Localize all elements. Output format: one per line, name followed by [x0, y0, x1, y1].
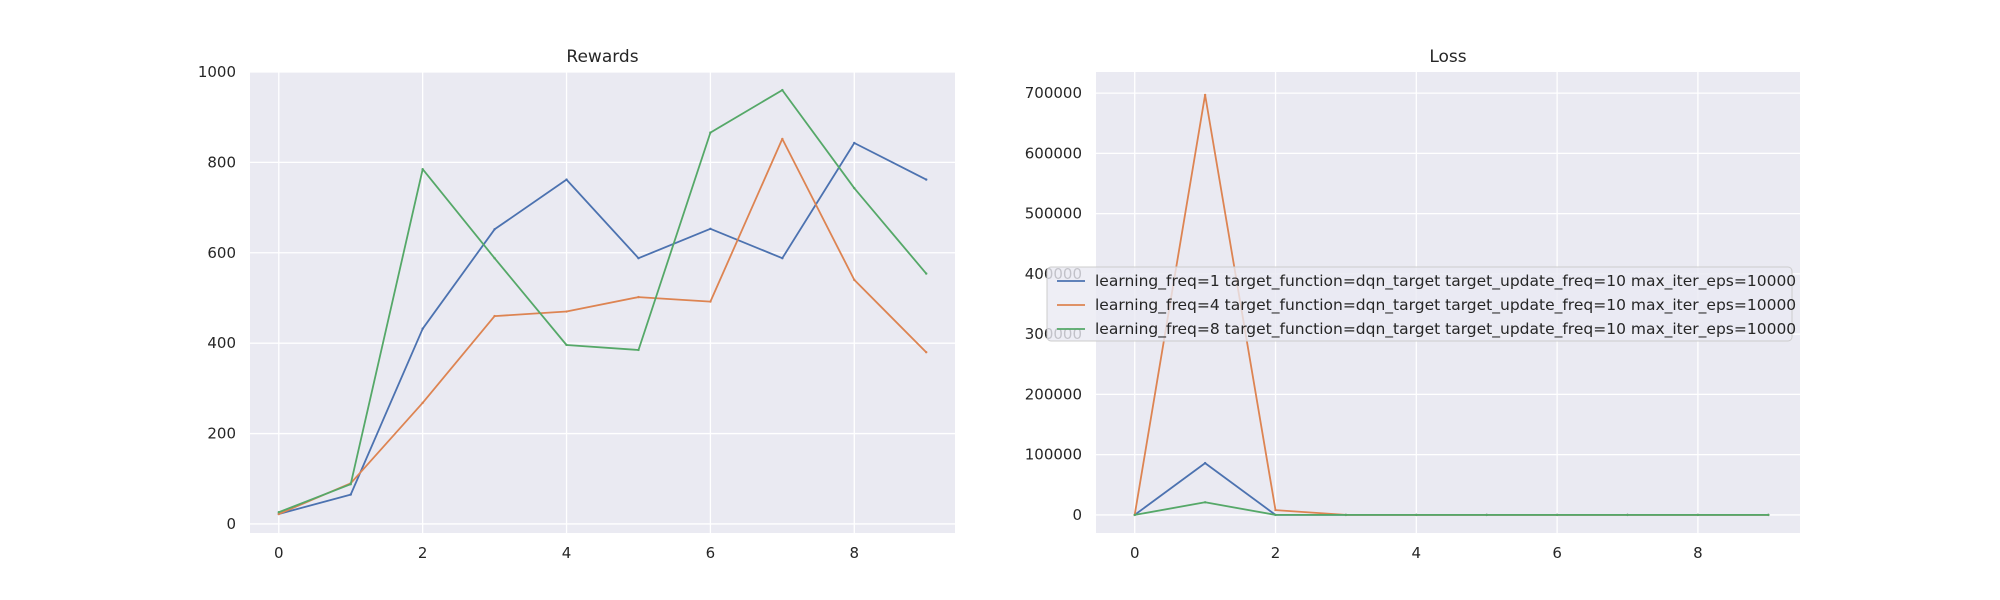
data-point — [277, 512, 280, 516]
legend-label-2: learning_freq=4 target_function=dqn_targ… — [1095, 296, 1796, 315]
x-tick-label: 4 — [1412, 544, 1422, 562]
data-point — [1274, 513, 1277, 517]
data-point — [925, 351, 928, 354]
series-line-2 — [278, 137, 927, 515]
y-tick-label: 0 — [226, 515, 236, 533]
data-point — [709, 131, 712, 134]
data-point — [1767, 513, 1770, 517]
data-point — [1485, 513, 1488, 517]
data-point — [853, 278, 856, 282]
y-tick-label: 600 — [207, 244, 236, 262]
series-line-3 — [278, 89, 927, 514]
x-tick-label: 6 — [706, 544, 716, 562]
y-tick-label: 1000 — [198, 63, 236, 81]
x-tick-label: 4 — [562, 544, 572, 562]
y-tick-label: 600000 — [1025, 144, 1082, 162]
data-point — [1626, 513, 1629, 517]
x-tick-label: 6 — [1552, 544, 1562, 562]
data-point — [277, 511, 280, 514]
data-point — [1203, 461, 1207, 465]
x-tick-label: 8 — [1693, 544, 1703, 562]
series-line-1 — [278, 142, 927, 515]
data-point — [421, 167, 424, 171]
data-point — [493, 228, 496, 231]
data-point — [781, 137, 784, 141]
legend-label-3: learning_freq=8 target_function=dqn_targ… — [1095, 320, 1796, 339]
data-point — [709, 300, 712, 303]
data-point — [1555, 513, 1559, 517]
data-point — [349, 493, 352, 496]
x-tick-label: 2 — [418, 544, 428, 562]
data-point — [1203, 501, 1207, 504]
series-line-3 — [1134, 501, 1769, 516]
x-tick-label: 2 — [1271, 544, 1281, 562]
x-tick-label: 0 — [1130, 544, 1140, 562]
data-point — [637, 295, 640, 299]
chart-title: Rewards — [566, 47, 638, 67]
legend-label-1: learning_freq=1 target_function=dqn_targ… — [1095, 272, 1796, 291]
data-point — [421, 327, 424, 330]
y-tick-label: 100000 — [1025, 446, 1082, 464]
y-tick-label: 400 — [207, 334, 236, 352]
y-tick-label: 700000 — [1025, 84, 1082, 102]
legend: learning_freq=1 target_function=dqn_targ… — [1046, 266, 1796, 342]
x-tick-label: 0 — [274, 544, 284, 562]
y-tick-label: 800 — [207, 153, 236, 171]
data-point — [637, 257, 640, 260]
x-tick-label: 8 — [850, 544, 860, 562]
data-point — [1415, 513, 1418, 517]
loss-chart: 0246801000002000003000004000005000006000… — [1025, 47, 1800, 562]
data-point — [853, 186, 856, 190]
data-point — [421, 401, 424, 405]
data-point — [493, 314, 496, 318]
y-tick-label: 200 — [207, 425, 236, 443]
data-point — [781, 88, 784, 92]
data-point — [925, 272, 928, 275]
data-point — [925, 178, 928, 181]
rewards-chart: 0 2 4 6 8 0 200 400 600 800 1000 Rewards — [198, 47, 955, 562]
legend-box — [1046, 266, 1793, 342]
chart-title: Loss — [1429, 47, 1466, 67]
data-point — [1133, 513, 1136, 517]
data-point — [565, 310, 568, 313]
data-point — [1274, 508, 1277, 512]
y-tick-label: 200000 — [1025, 385, 1082, 403]
y-tick-label: 500000 — [1025, 205, 1082, 223]
data-point — [565, 178, 568, 181]
data-point — [637, 348, 640, 352]
data-point — [493, 257, 496, 260]
y-tick-label: 0 — [1072, 506, 1082, 524]
data-point — [853, 141, 856, 145]
data-point — [709, 227, 712, 231]
data-point — [349, 482, 352, 486]
data-point — [565, 343, 568, 347]
data-point — [1344, 513, 1348, 517]
data-point — [1696, 513, 1700, 517]
data-point — [781, 257, 784, 260]
data-point — [1203, 93, 1207, 97]
